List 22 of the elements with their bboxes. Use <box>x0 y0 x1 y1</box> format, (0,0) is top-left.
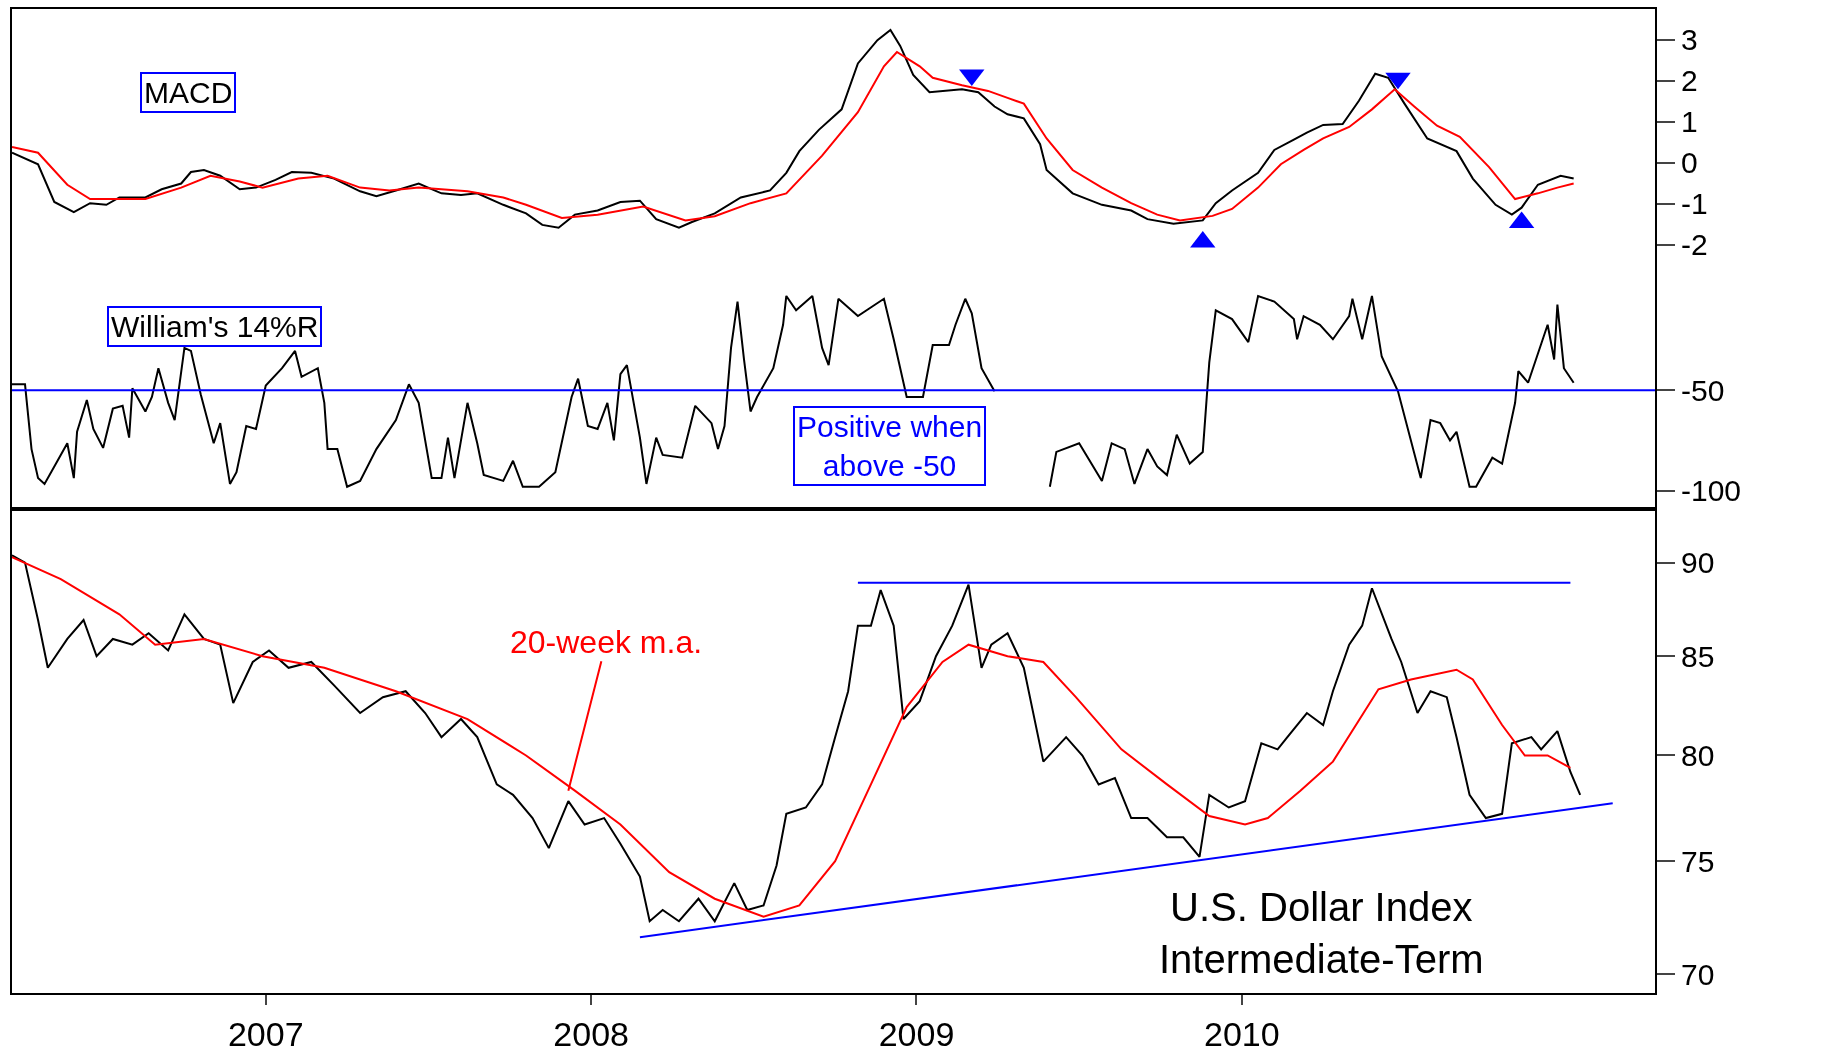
y-tick-label: 75 <box>1681 844 1715 878</box>
y-tick-label: 70 <box>1681 957 1715 991</box>
y-tick-label: 1 <box>1681 105 1698 139</box>
annotation: William's 14%R <box>111 310 319 343</box>
annotation: Positive when above -50 <box>797 410 983 482</box>
x-tick-label: 2008 <box>553 1014 629 1053</box>
x-tick-label: 2010 <box>1203 1014 1280 1053</box>
y-tick-label: 3 <box>1681 23 1698 57</box>
y-tick-label: -100 <box>1681 474 1742 508</box>
x-tick-label: 2009 <box>878 1014 955 1053</box>
y-tick-label: 85 <box>1681 639 1715 673</box>
y-tick-label: 80 <box>1681 738 1715 772</box>
y-tick-label: -1 <box>1681 187 1708 221</box>
x-tick-label: 2007 <box>227 1014 304 1053</box>
y-tick-label: -50 <box>1681 373 1725 407</box>
annotation: 20-week m.a. <box>510 624 703 660</box>
y-tick-label: 0 <box>1681 146 1698 180</box>
annotation: MACD <box>144 76 233 109</box>
y-tick-label: -2 <box>1681 228 1708 262</box>
annotation: U.S. Dollar Index Intermediate-Term <box>1159 885 1484 981</box>
y-tick-label: 90 <box>1681 546 1715 580</box>
y-tick-label: 2 <box>1681 64 1698 98</box>
